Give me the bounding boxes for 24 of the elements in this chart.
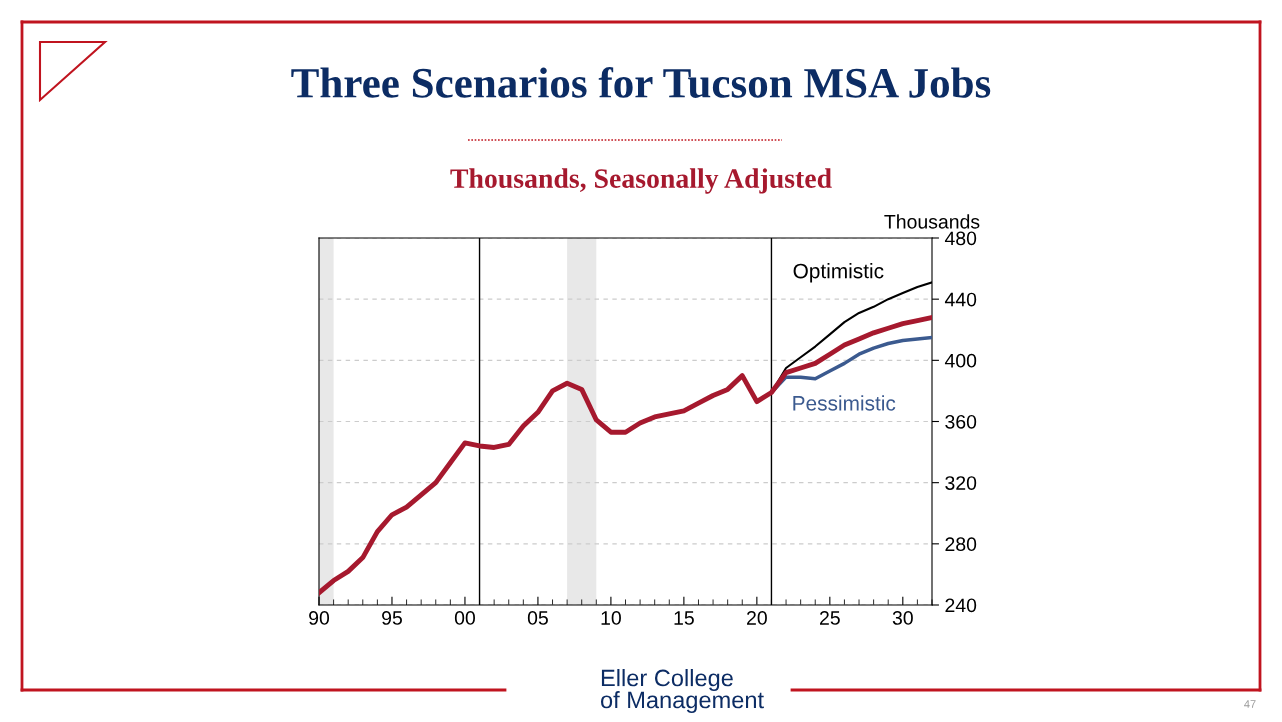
x-tick-label: 90 [309, 611, 330, 625]
series-label: Optimistic [793, 263, 884, 283]
y-tick-label: 480 [944, 231, 977, 246]
y-tick-label: 400 [944, 353, 977, 368]
x-tick-label: 25 [820, 611, 840, 625]
y-tick-label: 440 [944, 292, 977, 307]
x-tick-label: 30 [892, 611, 913, 625]
series-label: Pessimistic [793, 395, 896, 411]
text: 47 [1244, 700, 1256, 708]
x-tick-label: 10 [601, 611, 621, 625]
text: Eller College of Management [600, 668, 764, 714]
line-series [319, 315, 932, 596]
x-tick-label: 95 [382, 611, 402, 625]
y-tick-label: 320 [945, 476, 977, 490]
x-tick-label: 00 [454, 611, 476, 625]
x-tick-label: 20 [747, 611, 767, 625]
chart-title: Three Scenarios for Tucson MSA Jobs [291, 67, 991, 98]
y-tick-label: 360 [945, 414, 977, 429]
chart-subtitle: Thousands, Seasonally Adjusted [450, 168, 832, 194]
y-tick-label: 280 [945, 537, 977, 552]
x-tick-label: 05 [527, 611, 548, 625]
x-tick-label: 15 [674, 611, 694, 625]
y-tick-label: 240 [945, 598, 977, 613]
y-axis-title: Thousands [884, 214, 980, 229]
